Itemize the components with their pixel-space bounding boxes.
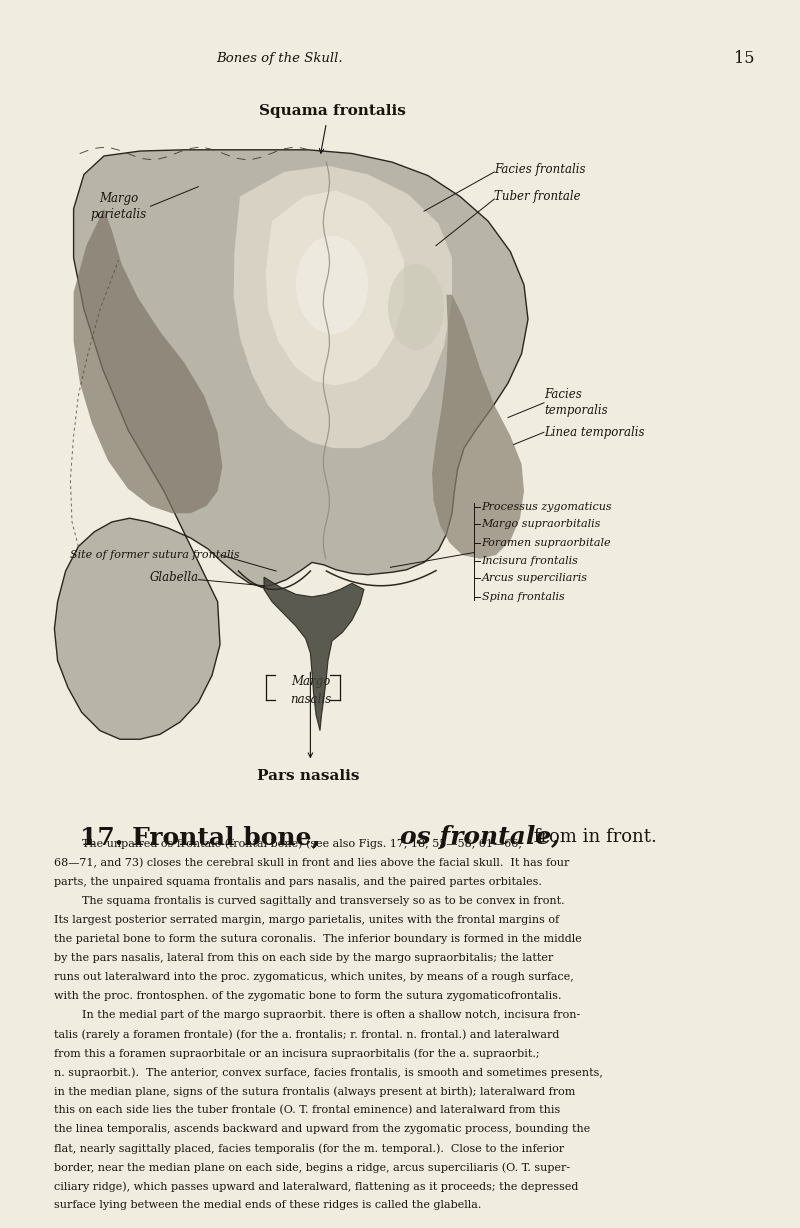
Ellipse shape bbox=[296, 236, 368, 334]
Text: parts, the unpaired squama frontalis and pars nasalis, and the paired partes orb: parts, the unpaired squama frontalis and… bbox=[54, 877, 542, 887]
Polygon shape bbox=[266, 190, 404, 386]
Text: Incisura frontalis: Incisura frontalis bbox=[482, 556, 578, 566]
Text: Spina frontalis: Spina frontalis bbox=[482, 592, 564, 602]
Text: Squama frontalis: Squama frontalis bbox=[258, 103, 406, 118]
Text: nasalis: nasalis bbox=[290, 694, 331, 706]
Text: Facies frontalis: Facies frontalis bbox=[494, 163, 586, 176]
Text: Facies
temporalis: Facies temporalis bbox=[544, 388, 608, 418]
Text: runs out lateralward into the proc. zygomaticus, which unites, by means of a rou: runs out lateralward into the proc. zygo… bbox=[54, 973, 574, 982]
Text: from in front.: from in front. bbox=[528, 829, 657, 846]
Text: Its largest posterior serrated margin, margo parietalis, unites with the frontal: Its largest posterior serrated margin, m… bbox=[54, 915, 559, 925]
Text: The squama frontalis is curved sagittally and transversely so as to be convex in: The squama frontalis is curved sagittall… bbox=[54, 896, 565, 906]
Polygon shape bbox=[234, 166, 452, 448]
Text: this on each side lies the tuber frontale (O. T. frontal eminence) and lateralwa: this on each side lies the tuber frontal… bbox=[54, 1105, 561, 1115]
Text: Site of former sutura frontalis: Site of former sutura frontalis bbox=[70, 550, 240, 560]
Polygon shape bbox=[432, 295, 524, 559]
Text: 68—71, and 73) closes the cerebral skull in front and lies above the facial skul: 68—71, and 73) closes the cerebral skull… bbox=[54, 857, 570, 868]
Text: the linea temporalis, ascends backward and upward from the zygomatic process, bo: the linea temporalis, ascends backward a… bbox=[54, 1125, 590, 1135]
Text: The unpaired os frontale (frontal bone) (see also Figs. 17, 18, 55—58, 61—66,: The unpaired os frontale (frontal bone) … bbox=[54, 839, 522, 850]
Text: surface lying between the medial ends of these ridges is called the glabella.: surface lying between the medial ends of… bbox=[54, 1201, 482, 1211]
Text: flat, nearly sagittally placed, facies temporalis (for the m. temporal.).  Close: flat, nearly sagittally placed, facies t… bbox=[54, 1143, 565, 1154]
Text: the parietal bone to form the sutura coronalis.  The inferior boundary is formed: the parietal bone to form the sutura cor… bbox=[54, 935, 582, 944]
Text: Glabella: Glabella bbox=[150, 571, 199, 583]
Text: talis (rarely a foramen frontale) (for the a. frontalis; r. frontal. n. frontal.: talis (rarely a foramen frontale) (for t… bbox=[54, 1029, 560, 1040]
Text: Linea temporalis: Linea temporalis bbox=[544, 426, 645, 438]
Text: 17. Frontal bone,: 17. Frontal bone, bbox=[80, 825, 320, 850]
Text: Pars nasalis: Pars nasalis bbox=[257, 769, 359, 783]
Text: Margo: Margo bbox=[291, 675, 330, 688]
Text: by the pars nasalis, lateral from this on each side by the margo supraorbitalis;: by the pars nasalis, lateral from this o… bbox=[54, 953, 554, 963]
Text: Margo
parietalis: Margo parietalis bbox=[90, 192, 146, 221]
Text: Processus zygomaticus: Processus zygomaticus bbox=[482, 502, 612, 512]
Text: ciliary ridge), which passes upward and lateralward, flattening as it proceeds; : ciliary ridge), which passes upward and … bbox=[54, 1181, 578, 1192]
Ellipse shape bbox=[388, 264, 444, 350]
Text: n. supraorbit.).  The anterior, convex surface, facies frontalis, is smooth and : n. supraorbit.). The anterior, convex su… bbox=[54, 1067, 603, 1078]
Text: Tuber frontale: Tuber frontale bbox=[494, 190, 581, 203]
Text: from this a foramen supraorbitale or an incisura supraorbitalis (for the a. supr: from this a foramen supraorbitale or an … bbox=[54, 1049, 540, 1059]
Text: in the median plane, signs of the sutura frontalis (always present at birth); la: in the median plane, signs of the sutura… bbox=[54, 1087, 576, 1097]
Text: os frontale,: os frontale, bbox=[400, 825, 560, 850]
Polygon shape bbox=[54, 150, 528, 739]
Text: with the proc. frontosphen. of the zygomatic bone to form the sutura zygomaticof: with the proc. frontosphen. of the zygom… bbox=[54, 991, 562, 1001]
Text: 15: 15 bbox=[734, 50, 754, 68]
Polygon shape bbox=[264, 577, 364, 731]
Text: In the medial part of the margo supraorbit. there is often a shallow notch, inci: In the medial part of the margo supraorb… bbox=[54, 1011, 581, 1020]
Text: Foramen supraorbitale: Foramen supraorbitale bbox=[482, 538, 611, 548]
Text: Margo supraorbitalis: Margo supraorbitalis bbox=[482, 519, 601, 529]
Polygon shape bbox=[74, 209, 222, 513]
Text: Bones of the Skull.: Bones of the Skull. bbox=[217, 53, 343, 65]
Text: Arcus superciliaris: Arcus superciliaris bbox=[482, 573, 587, 583]
Text: border, near the median plane on each side, begins a ridge, arcus superciliaris : border, near the median plane on each si… bbox=[54, 1163, 570, 1173]
